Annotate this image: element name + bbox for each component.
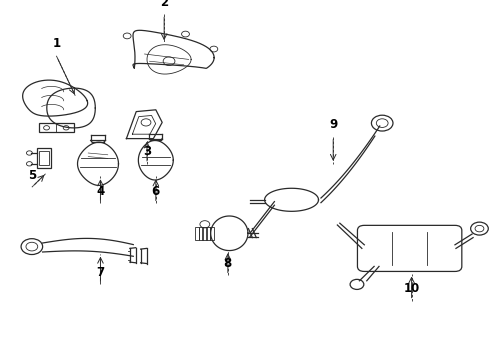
Text: 10: 10	[403, 282, 420, 295]
Text: 4: 4	[97, 185, 104, 198]
Bar	[37, 148, 51, 168]
Text: 8: 8	[224, 257, 232, 270]
Text: 7: 7	[97, 266, 104, 279]
Text: 3: 3	[143, 145, 151, 158]
Text: 2: 2	[160, 0, 168, 9]
Text: 9: 9	[329, 118, 337, 131]
Text: 6: 6	[152, 185, 160, 198]
Bar	[39, 151, 49, 165]
Bar	[210, 227, 214, 240]
Text: 5: 5	[28, 169, 36, 182]
Bar	[206, 227, 211, 240]
Bar	[202, 227, 207, 240]
Text: 1: 1	[52, 37, 60, 50]
Bar	[195, 227, 199, 240]
Bar	[199, 227, 203, 240]
